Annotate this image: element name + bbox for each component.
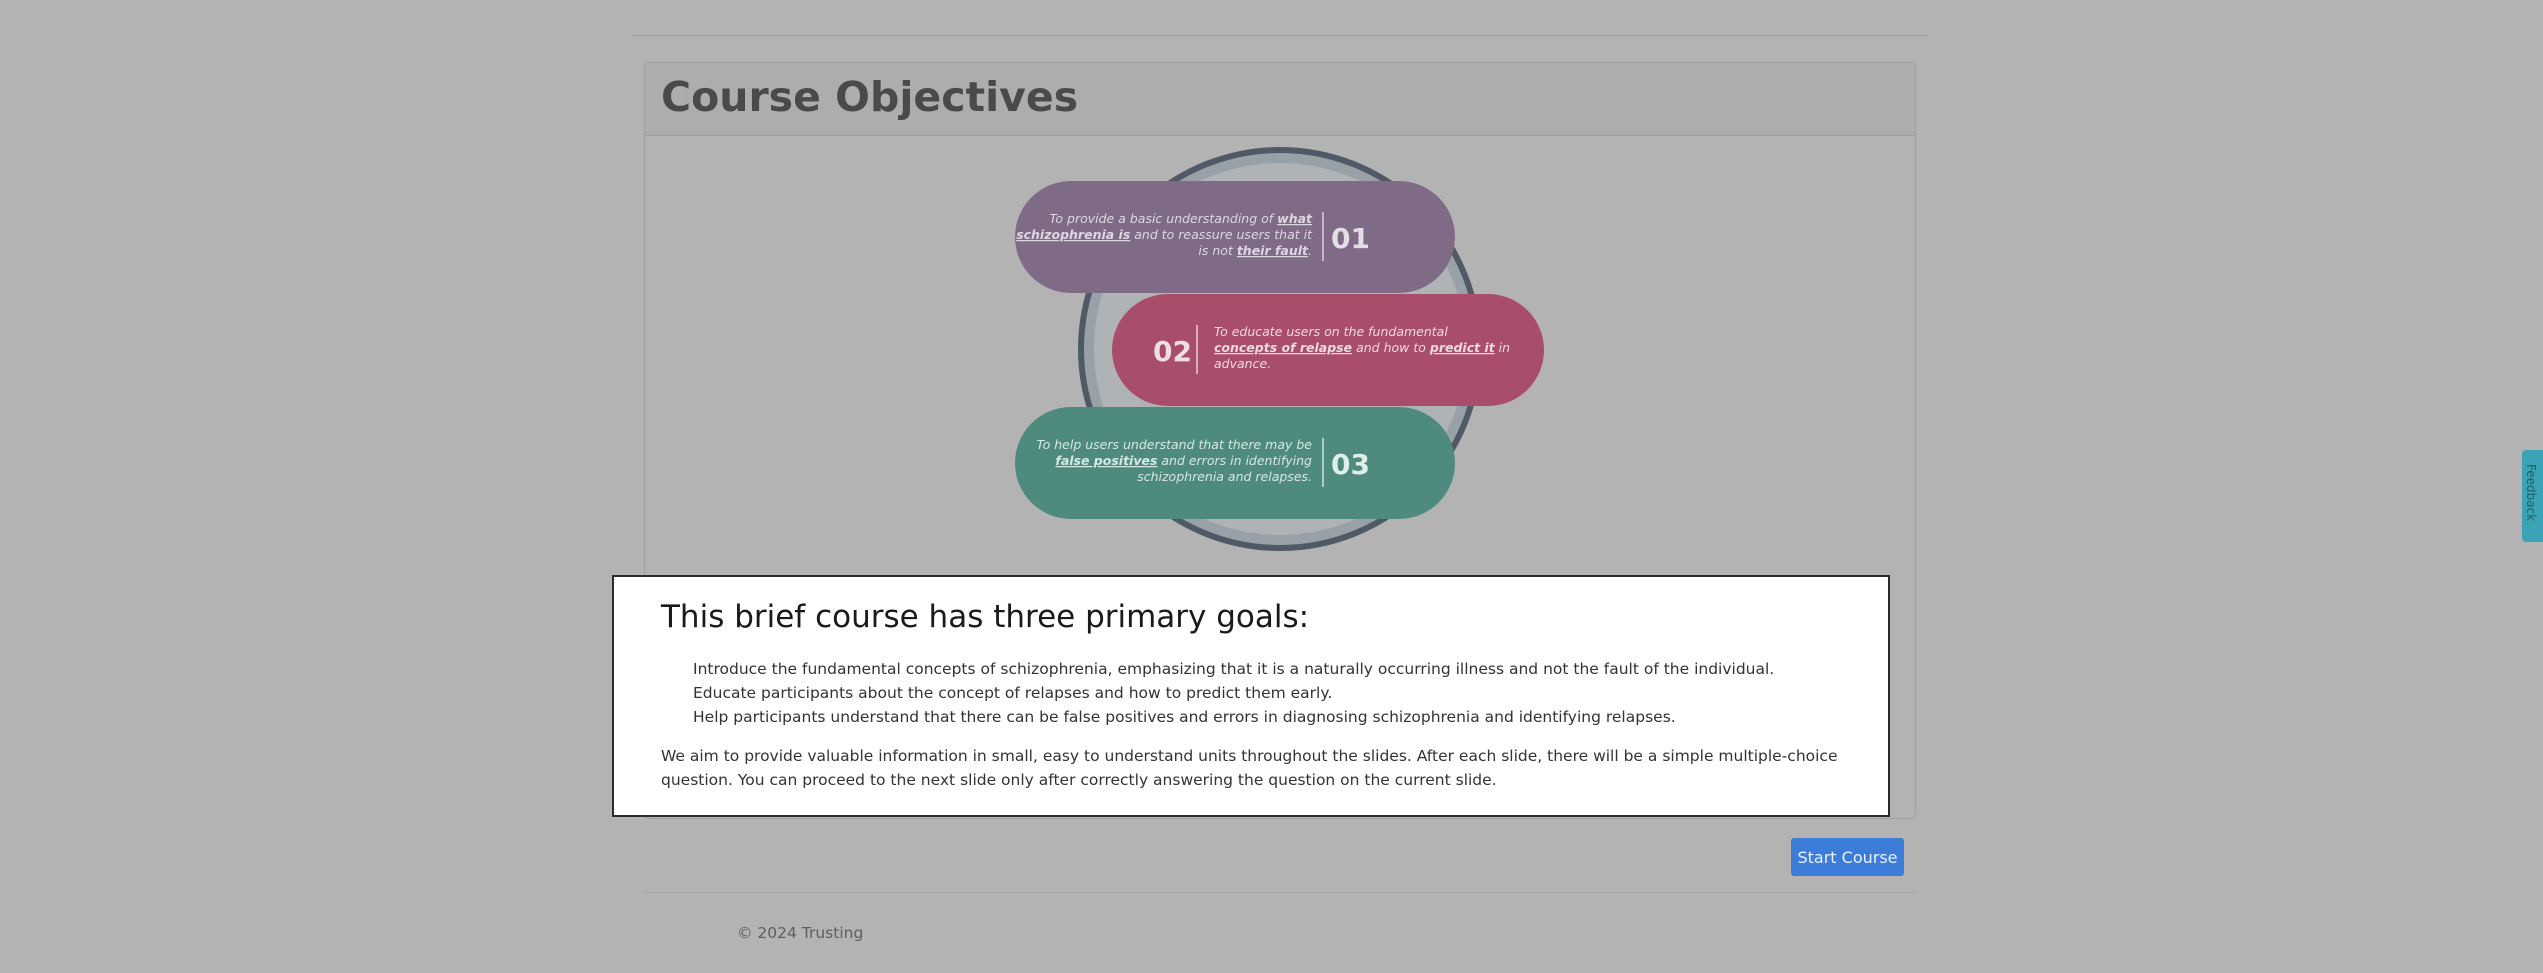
- goal-item: Help participants understand that there …: [693, 708, 1676, 726]
- objective-text-segment: is not: [1198, 243, 1236, 258]
- objective-text-segment: .: [1308, 243, 1312, 258]
- objective-emphasis: false positives: [1055, 453, 1157, 468]
- objective-text-segment: schizophrenia and relapses.: [1137, 469, 1312, 484]
- objective-text-segment: and to reassure users that it: [1130, 227, 1313, 242]
- start-course-button[interactable]: Start Course: [1791, 838, 1904, 876]
- objective-01: 01 To provide a basic understanding of w…: [1015, 181, 1455, 293]
- objective-emphasis: their fault: [1237, 243, 1309, 258]
- card-header: Course Objectives: [645, 63, 1915, 136]
- objective-03-text: To help users understand that there may …: [1037, 437, 1313, 484]
- goal-item: Educate participants about the concept o…: [693, 684, 1333, 702]
- objective-02: 02 To educate users on the fundamental co…: [1112, 294, 1544, 406]
- objective-emphasis: schizophrenia is: [1016, 227, 1130, 242]
- objective-03-band: [1015, 407, 1455, 519]
- course-goals-modal: This brief course has three primary goal…: [612, 575, 1890, 817]
- objective-02-text: To educate users on the fundamental conce…: [1214, 324, 1510, 371]
- objective-text-segment: and errors in identifying: [1157, 453, 1312, 468]
- objective-03: 03 To help users understand that there m…: [1015, 407, 1455, 519]
- objective-02-band: [1112, 294, 1544, 406]
- objective-text-segment: advance.: [1214, 356, 1271, 371]
- objective-emphasis: predict it: [1429, 340, 1496, 355]
- modal-description: We aim to provide valuable information i…: [661, 747, 1838, 789]
- objective-01-text: To provide a basic understanding of what…: [1016, 211, 1313, 258]
- top-divider: [632, 35, 1928, 36]
- goals-list: Introduce the fundamental concepts of sc…: [693, 657, 1774, 729]
- feedback-label: Feedback: [2524, 464, 2538, 522]
- footer-copyright: © 2024 Trusting: [737, 924, 864, 942]
- objective-text-segment: To educate users on the fundamental: [1214, 324, 1448, 339]
- footer-divider: [644, 892, 1916, 893]
- objective-text-segment: in: [1495, 340, 1510, 355]
- objective-emphasis: concepts of relapse: [1214, 340, 1352, 355]
- objective-01-band: [1015, 181, 1455, 293]
- objective-emphasis: what: [1277, 211, 1313, 226]
- objective-text-segment: and how to: [1352, 340, 1430, 355]
- objectives-infographic: 01 To provide a basic understanding of w…: [1015, 147, 1544, 551]
- feedback-tab[interactable]: Feedback: [2522, 450, 2543, 542]
- objective-01-number: 01: [1331, 222, 1370, 255]
- modal-heading: This brief course has three primary goal…: [661, 599, 1310, 635]
- objective-02-number: 02: [1153, 335, 1192, 368]
- objective-text-segment: To provide a basic understanding of: [1049, 211, 1277, 226]
- goal-item: Introduce the fundamental concepts of sc…: [693, 660, 1775, 678]
- objective-text-segment: To help users understand that there may …: [1037, 437, 1313, 452]
- page-title: Course Objectives: [661, 73, 1079, 121]
- objective-03-number: 03: [1331, 448, 1370, 481]
